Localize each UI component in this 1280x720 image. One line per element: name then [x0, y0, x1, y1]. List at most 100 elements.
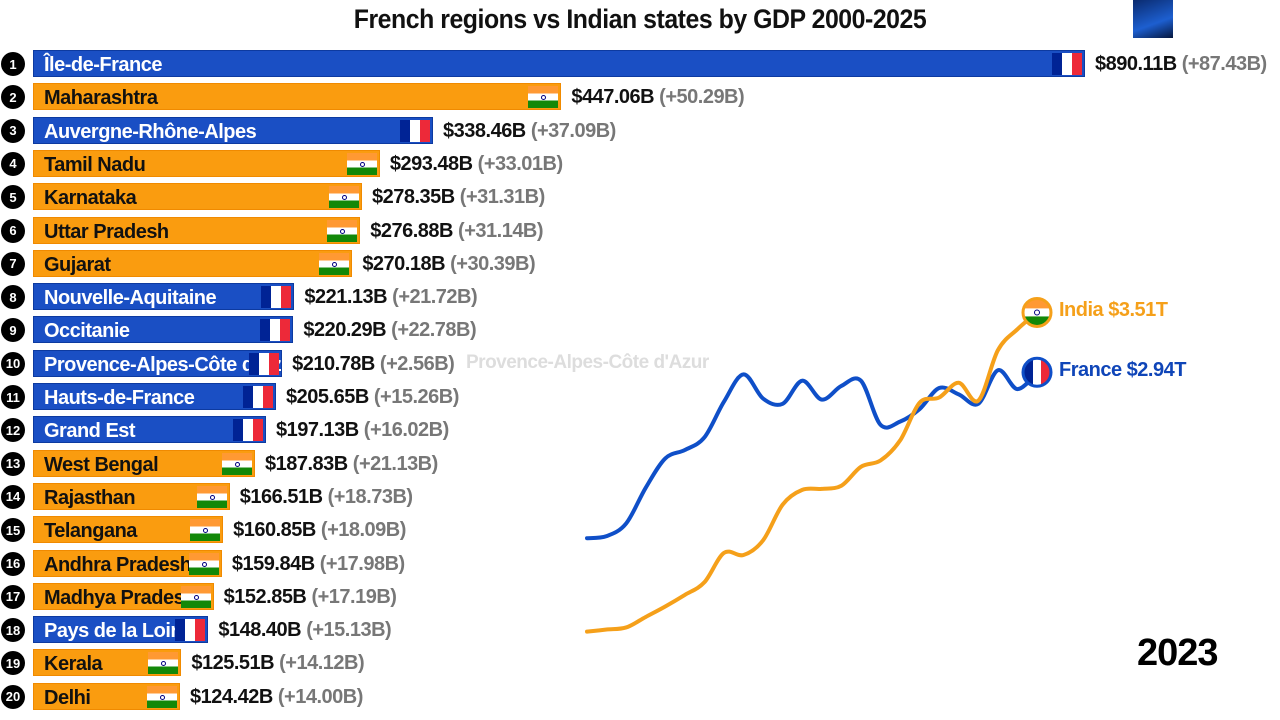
- bar: Gujarat: [33, 249, 353, 277]
- value-text: $210.78B: [292, 352, 375, 375]
- bar-label: Grand Est: [44, 420, 136, 443]
- value-label: $125.51B (+14.12B): [191, 649, 364, 677]
- year-label: 2023: [1137, 632, 1219, 674]
- line-india: [585, 310, 1039, 634]
- change-text: (+21.13B): [352, 452, 439, 475]
- value-label: $124.42B (+14.00B): [190, 683, 363, 711]
- value-label: $338.46B (+37.09B): [443, 117, 616, 145]
- bar: Telangana: [33, 516, 224, 544]
- france-flag-icon: [249, 352, 280, 375]
- rank-badge: 10: [1, 351, 25, 376]
- india-flag-icon: [328, 186, 359, 209]
- france-flag-icon: [1052, 53, 1082, 75]
- bar-label: Karnataka: [44, 187, 137, 210]
- change-text: (+31.31B): [459, 186, 546, 209]
- rank-badge: 9: [1, 318, 25, 343]
- bar-label: West Bengal: [44, 453, 159, 476]
- value-label: $270.18B (+30.39B): [362, 250, 535, 278]
- bar: Karnataka: [33, 183, 362, 211]
- value-text: $220.29B: [303, 319, 387, 342]
- value-text: $293.48B: [389, 152, 473, 175]
- bar-label: Pays de la Loire: [44, 620, 189, 643]
- value-label: $890.11B (+87.43B): [1095, 50, 1267, 78]
- rank-badge: 11: [1, 385, 25, 409]
- ghost-label: Provence-Alpes-Côte d'Azur: [466, 352, 709, 373]
- bar-label: Madhya Pradesh: [44, 586, 196, 609]
- bar-label: Uttar Pradesh: [44, 220, 169, 243]
- change-text: (+50.29B): [659, 86, 745, 109]
- chart-title: French regions vs Indian states by GDP 2…: [353, 4, 927, 34]
- value-label: $187.83B (+21.13B): [265, 450, 438, 478]
- bar-label: Telangana: [44, 520, 137, 543]
- india-flag-icon: [1021, 296, 1053, 328]
- change-text: (+17.98B): [319, 552, 406, 575]
- value-label: $447.06B (+50.29B): [571, 83, 744, 111]
- change-text: (+37.09B): [530, 119, 617, 142]
- rank-badge: 4: [1, 151, 25, 176]
- value-label: $205.65B (+15.26B): [286, 383, 459, 411]
- value-text: $270.18B: [362, 252, 446, 275]
- bar-label: Andhra Pradesh: [44, 553, 192, 576]
- rank-badge: 16: [1, 551, 25, 576]
- value-text: $160.85B: [233, 519, 316, 542]
- bar: Île-de-France: [33, 50, 1085, 77]
- india-flag-icon: [190, 519, 221, 542]
- rank-badge: 19: [1, 651, 25, 676]
- france-flag-icon: [243, 386, 274, 408]
- change-text: (+2.56B): [379, 352, 455, 375]
- value-text: $166.51B: [239, 485, 323, 508]
- change-text: (+87.43B): [1181, 53, 1268, 75]
- bar: Andhra Pradesh: [33, 549, 222, 577]
- france-flag-icon: [175, 619, 206, 642]
- value-label: $278.35B (+31.31B): [372, 183, 545, 211]
- bar: Uttar Pradesh: [33, 216, 361, 244]
- bar: Kerala: [33, 649, 182, 677]
- change-text: (+18.73B): [327, 485, 414, 508]
- bar: West Bengal: [33, 449, 255, 477]
- channel-logo-icon: [1133, 0, 1173, 38]
- india-flag-icon: [346, 152, 377, 175]
- value-text: $148.40B: [218, 619, 302, 642]
- change-text: (+33.01B): [477, 152, 564, 175]
- rank-badge: 2: [1, 85, 25, 110]
- value-text: $276.88B: [370, 219, 453, 242]
- change-text: (+14.12B): [279, 652, 365, 675]
- bar-label: Maharashtra: [44, 87, 158, 110]
- change-text: (+30.39B): [450, 252, 536, 275]
- value-text: $187.83B: [264, 452, 348, 475]
- france-total-label: France $2.94T: [1059, 359, 1186, 382]
- india-flag-icon: [327, 219, 358, 242]
- value-text: $338.46B: [443, 119, 526, 142]
- value-text: $221.13B: [304, 286, 388, 309]
- value-label: $276.88B (+31.14B): [370, 217, 543, 245]
- rank-badge: 15: [1, 518, 25, 543]
- rank-badge: 13: [1, 451, 25, 476]
- india-flag-icon: [147, 685, 178, 708]
- india-flag-icon: [319, 252, 350, 275]
- india-flag-icon: [188, 552, 219, 575]
- rank-badge: 12: [1, 418, 25, 443]
- bar: Occitanie: [33, 316, 294, 344]
- change-text: (+15.13B): [306, 619, 392, 642]
- bar: Maharashtra: [33, 83, 562, 111]
- rank-badge: 1: [1, 52, 25, 76]
- france-flag-icon: [1021, 356, 1053, 388]
- value-text: $124.42B: [190, 685, 273, 708]
- bar: Pays de la Loire: [33, 616, 209, 644]
- france-flag-icon: [232, 419, 263, 442]
- bar: Delhi: [33, 682, 181, 710]
- value-label: $221.13B (+21.72B): [304, 283, 477, 311]
- value-text: $205.65B: [286, 386, 369, 408]
- change-text: (+18.09B): [320, 519, 407, 542]
- change-text: (+21.72B): [392, 286, 478, 309]
- value-text: $125.51B: [191, 652, 275, 675]
- change-text: (+31.14B): [458, 219, 544, 242]
- value-label: $293.48B (+33.01B): [390, 150, 563, 178]
- bar-label: Auvergne-Rhône-Alpes: [44, 120, 257, 143]
- rank-badge: 14: [1, 484, 25, 509]
- india-total-label: India $3.51T: [1059, 299, 1168, 322]
- value-label: $220.29B (+22.78B): [303, 316, 476, 344]
- bar-label: Nouvelle-Aquitaine: [44, 287, 217, 310]
- value-label: $166.51B (+18.73B): [240, 483, 413, 511]
- bar-label: Kerala: [44, 653, 103, 676]
